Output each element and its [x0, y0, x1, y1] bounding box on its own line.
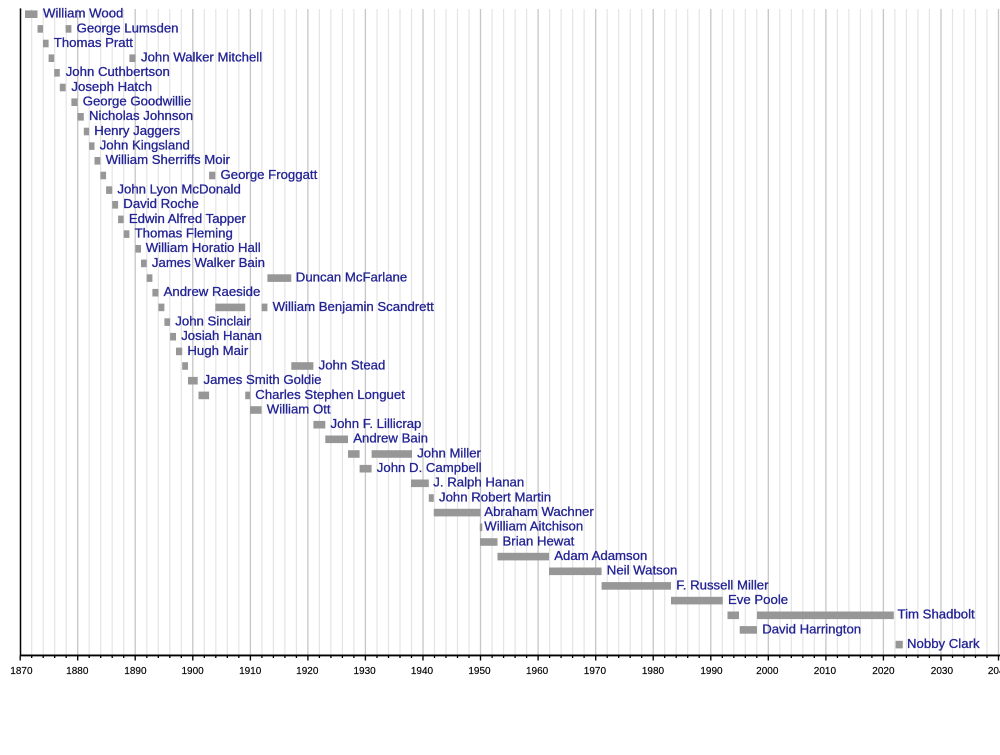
svg-text:Hugh Mair: Hugh Mair	[187, 343, 248, 358]
svg-text:Henry Jaggers: Henry Jaggers	[94, 123, 180, 138]
svg-text:Eve Poole: Eve Poole	[728, 592, 788, 607]
svg-text:Edwin Alfred Tapper: Edwin Alfred Tapper	[129, 211, 247, 226]
svg-text:1930: 1930	[353, 666, 376, 677]
svg-text:2020: 2020	[872, 666, 895, 677]
svg-text:2000: 2000	[756, 666, 779, 677]
svg-text:David Roche: David Roche	[123, 196, 199, 211]
svg-text:Joseph Hatch: Joseph Hatch	[71, 79, 152, 94]
svg-text:2030: 2030	[931, 666, 954, 677]
svg-text:George Lumsden: George Lumsden	[77, 20, 179, 35]
svg-text:Adam Adamson: Adam Adamson	[554, 548, 647, 563]
svg-text:Neil Watson: Neil Watson	[607, 563, 678, 578]
svg-text:John Sinclair: John Sinclair	[175, 314, 251, 329]
svg-text:John Lyon McDonald: John Lyon McDonald	[117, 182, 240, 197]
svg-text:1910: 1910	[239, 666, 262, 677]
svg-text:John Kingsland: John Kingsland	[100, 138, 190, 153]
svg-text:Andrew Bain: Andrew Bain	[353, 431, 428, 446]
svg-text:2040: 2040	[988, 666, 1000, 677]
svg-text:1870: 1870	[10, 666, 33, 677]
svg-text:William Benjamin Scandrett: William Benjamin Scandrett	[273, 299, 435, 314]
svg-text:David Harrington: David Harrington	[762, 621, 861, 636]
svg-text:George Goodwillie: George Goodwillie	[83, 94, 192, 109]
svg-text:Nicholas Johnson: Nicholas Johnson	[89, 108, 193, 123]
svg-text:William Ott: William Ott	[267, 401, 331, 416]
svg-text:Thomas Fleming: Thomas Fleming	[135, 226, 233, 241]
svg-text:1940: 1940	[411, 666, 434, 677]
svg-text:1980: 1980	[642, 666, 665, 677]
svg-text:Tim Shadbolt: Tim Shadbolt	[898, 607, 976, 622]
svg-text:Duncan McFarlane: Duncan McFarlane	[296, 270, 407, 285]
svg-text:J. Ralph Hanan: J. Ralph Hanan	[433, 475, 524, 490]
svg-text:Nobby Clark: Nobby Clark	[907, 636, 980, 651]
svg-text:F. Russell Miller: F. Russell Miller	[676, 577, 769, 592]
svg-text:William Wood: William Wood	[43, 6, 123, 21]
svg-text:James Walker Bain: James Walker Bain	[152, 255, 265, 270]
svg-text:1890: 1890	[124, 666, 147, 677]
svg-text:Brian Hewat: Brian Hewat	[503, 533, 575, 548]
svg-text:1950: 1950	[468, 666, 491, 677]
svg-text:John Miller: John Miller	[417, 445, 481, 460]
svg-text:Charles Stephen Longuet: Charles Stephen Longuet	[255, 387, 405, 402]
svg-text:John Cuthbertson: John Cuthbertson	[66, 64, 170, 79]
svg-text:Thomas Pratt: Thomas Pratt	[54, 35, 133, 50]
svg-text:William Sherriffs Moir: William Sherriffs Moir	[106, 152, 231, 167]
svg-text:John Walker Mitchell: John Walker Mitchell	[141, 50, 262, 65]
svg-text:John Robert Martin: John Robert Martin	[439, 489, 551, 504]
svg-text:George Froggatt: George Froggatt	[221, 167, 318, 182]
svg-text:1960: 1960	[526, 666, 549, 677]
svg-text:James Smith Goldie: James Smith Goldie	[204, 372, 322, 387]
svg-text:1920: 1920	[296, 666, 319, 677]
svg-text:2010: 2010	[814, 666, 837, 677]
svg-text:1990: 1990	[700, 666, 723, 677]
svg-text:William Aitchison: William Aitchison	[484, 519, 583, 534]
svg-text:John Stead: John Stead	[319, 357, 386, 372]
svg-text:1880: 1880	[66, 666, 89, 677]
svg-text:John D. Campbell: John D. Campbell	[377, 460, 482, 475]
svg-text:John F. Lillicrap: John F. Lillicrap	[331, 416, 422, 431]
svg-text:Abraham Wachner: Abraham Wachner	[484, 504, 594, 519]
svg-text:Josiah Hanan: Josiah Hanan	[181, 328, 262, 343]
svg-text:Andrew Raeside: Andrew Raeside	[164, 284, 261, 299]
svg-text:William Horatio Hall: William Horatio Hall	[146, 240, 261, 255]
svg-text:1970: 1970	[584, 666, 607, 677]
svg-text:1900: 1900	[181, 666, 204, 677]
